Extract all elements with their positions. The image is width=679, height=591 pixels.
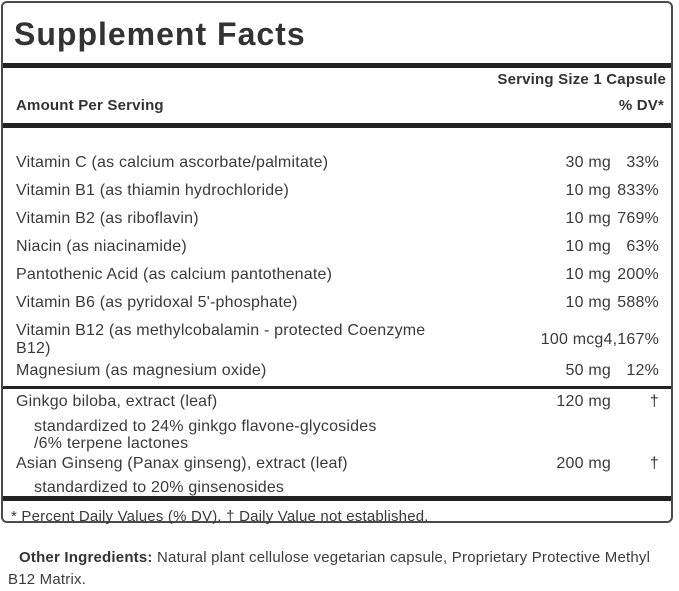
nutrient-amount: 10 mg [565, 294, 611, 311]
supplement-facts-panel: Supplement Facts Serving Size 1 Capsule … [1, 1, 673, 525]
botanical-name: Asian Ginseng (Panax ginseng), extract (… [16, 455, 348, 472]
nutrient-dv: 33% [626, 154, 659, 171]
nutrient-amount: 10 mg [565, 210, 611, 227]
nutrient-name: Vitamin B1 (as thiamin hydrochloride) [16, 182, 290, 199]
table-row-vitamin-c: Vitamin C (as calcium ascorbate/palmitat… [3, 154, 671, 172]
nutrient-dv: 769% [617, 210, 659, 227]
dagger-symbol: † [649, 393, 659, 410]
nutrient-amount: 100 mcg [540, 331, 604, 348]
table-row-vitamin-b2: Vitamin B2 (as riboflavin) 10 mg 769% [3, 210, 671, 228]
nutrient-dv: 200% [617, 266, 659, 283]
table-row-asian-ginseng: Asian Ginseng (Panax ginseng), extract (… [3, 455, 671, 473]
nutrient-name: Vitamin B6 (as pyridoxal 5'-phosphate) [16, 294, 298, 311]
other-ingredients-label: Other Ingredients: [19, 549, 153, 566]
nutrient-amount: 10 mg [565, 266, 611, 283]
nutrient-amount: 10 mg [565, 238, 611, 255]
table-row-vitamin-b1: Vitamin B1 (as thiamin hydrochloride) 10… [3, 182, 671, 200]
nutrient-name: Vitamin C (as calcium ascorbate/palmitat… [16, 154, 329, 171]
ginkgo-standardization-line-1: standardized to 24% ginkgo flavone-glyco… [34, 418, 377, 435]
nutrient-name: Vitamin B12 (as methylcobalamin - protec… [16, 322, 426, 357]
nutrient-name: Magnesium (as magnesium oxide) [16, 362, 267, 379]
thick-rule-under-headers [3, 123, 671, 128]
daily-value-footnote: * Percent Daily Values (% DV). † Daily V… [11, 508, 429, 525]
panel-title: Supplement Facts [14, 16, 306, 52]
amount-per-serving-header: Amount Per Serving [16, 97, 164, 114]
nutrient-name: Pantothenic Acid (as calcium pantothenat… [16, 266, 333, 283]
table-row-magnesium: Magnesium (as magnesium oxide) 50 mg 12% [3, 362, 671, 380]
botanical-amount: 200 mg [556, 455, 611, 472]
botanical-name: Ginkgo biloba, extract (leaf) [16, 393, 218, 410]
serving-size: Serving Size 1 Capsule [497, 71, 666, 88]
nutrient-amount: 10 mg [565, 182, 611, 199]
nutrient-rows: Vitamin C (as calcium ascorbate/palmitat… [3, 154, 671, 380]
nutrient-amount: 30 mg [565, 154, 611, 171]
nutrient-dv: 63% [626, 238, 659, 255]
table-row-pantothenic-acid: Pantothenic Acid (as calcium pantothenat… [3, 266, 671, 284]
table-row-vitamin-b6: Vitamin B6 (as pyridoxal 5'-phosphate) 1… [3, 294, 671, 312]
percent-dv-header: % DV* [618, 97, 664, 114]
nutrient-name: Vitamin B2 (as riboflavin) [16, 210, 199, 227]
thick-rule-above-footnote [3, 496, 671, 501]
nutrient-dv: 4,167% [603, 331, 659, 348]
nutrient-dv: 12% [626, 362, 659, 379]
section-divider-rule [3, 386, 671, 389]
column-header-row: Amount Per Serving % DV* [3, 97, 671, 115]
table-row-niacin: Niacin (as niacinamide) 10 mg 63% [3, 238, 671, 256]
thick-rule-under-title [3, 63, 671, 68]
other-ingredients-paragraph: Other Ingredients: Natural plant cellulo… [8, 547, 676, 591]
dagger-symbol: † [649, 455, 659, 472]
table-row-vitamin-b12: Vitamin B12 (as methylcobalamin - protec… [3, 322, 671, 358]
nutrient-amount: 50 mg [565, 362, 611, 379]
ginseng-standardization-line: standardized to 20% ginsenosides [34, 479, 285, 496]
ginkgo-standardization-line-2: /6% terpene lactones [34, 435, 189, 452]
botanical-amount: 120 mg [556, 393, 611, 410]
table-row-ginkgo: Ginkgo biloba, extract (leaf) 120 mg † [3, 393, 671, 411]
nutrient-dv: 833% [617, 182, 659, 199]
nutrient-dv: 588% [617, 294, 659, 311]
nutrient-name: Niacin (as niacinamide) [16, 238, 187, 255]
